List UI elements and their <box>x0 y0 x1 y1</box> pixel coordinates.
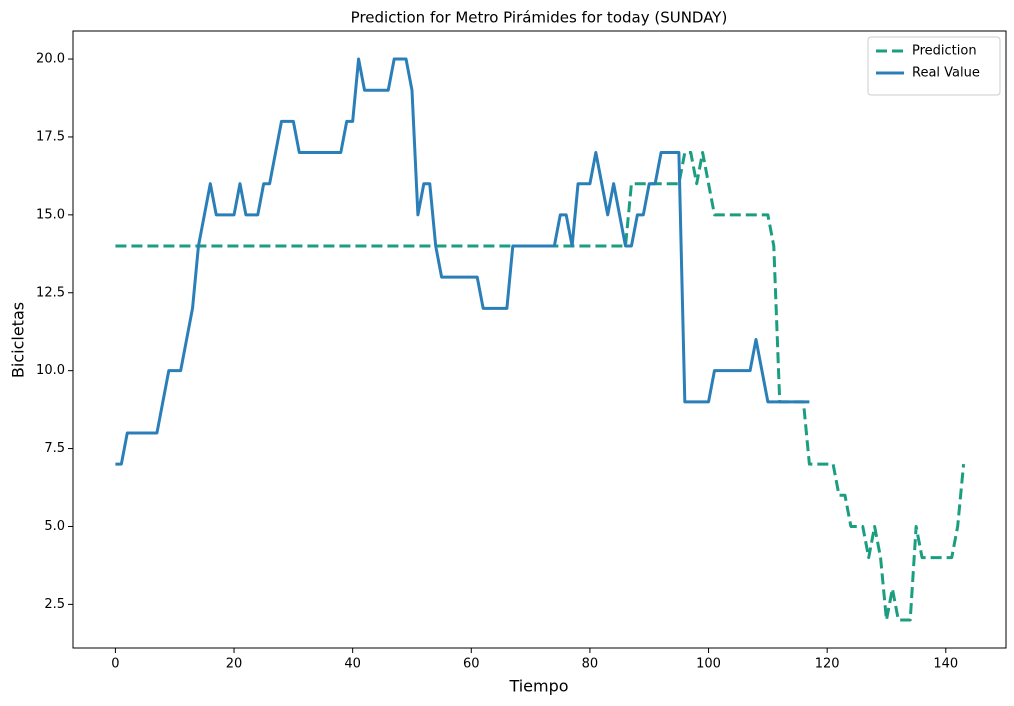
y-tick-label: 5.0 <box>44 519 65 534</box>
x-tick-label: 100 <box>696 657 721 672</box>
x-tick-label: 0 <box>111 657 119 672</box>
y-tick-label: 12.5 <box>36 285 65 300</box>
legend-label: Real Value <box>912 66 980 81</box>
y-tick-label: 17.5 <box>36 129 65 144</box>
series-line <box>115 57 810 466</box>
chart-title: Prediction for Metro Pirámides for today… <box>351 9 728 27</box>
x-tick-label: 40 <box>344 657 361 672</box>
x-tick-label: 60 <box>463 657 480 672</box>
y-tick-label: 20.0 <box>36 52 65 67</box>
y-tick-label: 7.5 <box>44 441 65 456</box>
y-axis-label: Bicicletas <box>9 302 28 378</box>
legend-label: Prediction <box>912 44 977 59</box>
plot-frame <box>72 30 1007 649</box>
y-tick-label: 15.0 <box>36 207 65 222</box>
x-tick-label: 140 <box>933 657 958 672</box>
y-tick-label: 2.5 <box>44 597 65 612</box>
x-tick-label: 20 <box>226 657 243 672</box>
x-axis-label: Tiempo <box>508 677 568 696</box>
y-tick-label: 10.0 <box>36 363 65 378</box>
x-tick-label: 120 <box>815 657 840 672</box>
x-tick-label: 80 <box>582 657 599 672</box>
series-line <box>115 151 966 622</box>
